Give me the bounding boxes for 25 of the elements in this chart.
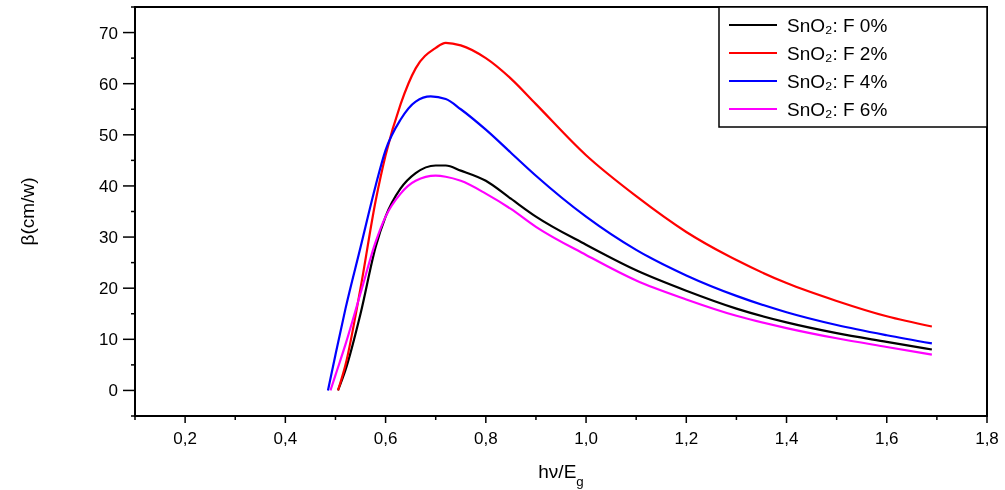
x-tick-label: 1,4	[774, 429, 799, 448]
x-tick-label: 0,2	[173, 429, 197, 448]
y-tick-label: 20	[99, 279, 118, 299]
x-tick-label: 1,2	[674, 429, 699, 448]
y-tick-label: 60	[99, 74, 118, 94]
y-tick-label: 0	[108, 381, 118, 401]
line-series	[326, 95, 933, 392]
x-tick-label: 0,6	[373, 429, 398, 448]
x-tick-label: 1,0	[574, 429, 598, 448]
x-tick-label: 1,8	[975, 429, 999, 448]
legend-label: SnO₂: F 6%	[787, 98, 888, 120]
line-series	[336, 41, 933, 392]
legend-label: SnO₂: F 4%	[787, 70, 888, 92]
legend-label: SnO₂: F 0%	[787, 14, 888, 36]
y-tick-label: 30	[99, 228, 118, 248]
x-tick-label: 1,6	[874, 429, 899, 448]
y-tick-label: 40	[99, 176, 118, 196]
y-tick-label: 70	[99, 23, 118, 43]
y-tick-label: 50	[99, 125, 118, 145]
legend-label: SnO₂: F 2%	[787, 42, 888, 64]
y-axis-title: β(cm/w)	[17, 177, 38, 246]
x-axis-title: hν/E$_{g}$	[538, 461, 584, 489]
x-tick-label: 0,4	[273, 429, 298, 448]
y-tick-label: 10	[99, 330, 118, 350]
x-tick-label: 0,8	[474, 429, 498, 448]
